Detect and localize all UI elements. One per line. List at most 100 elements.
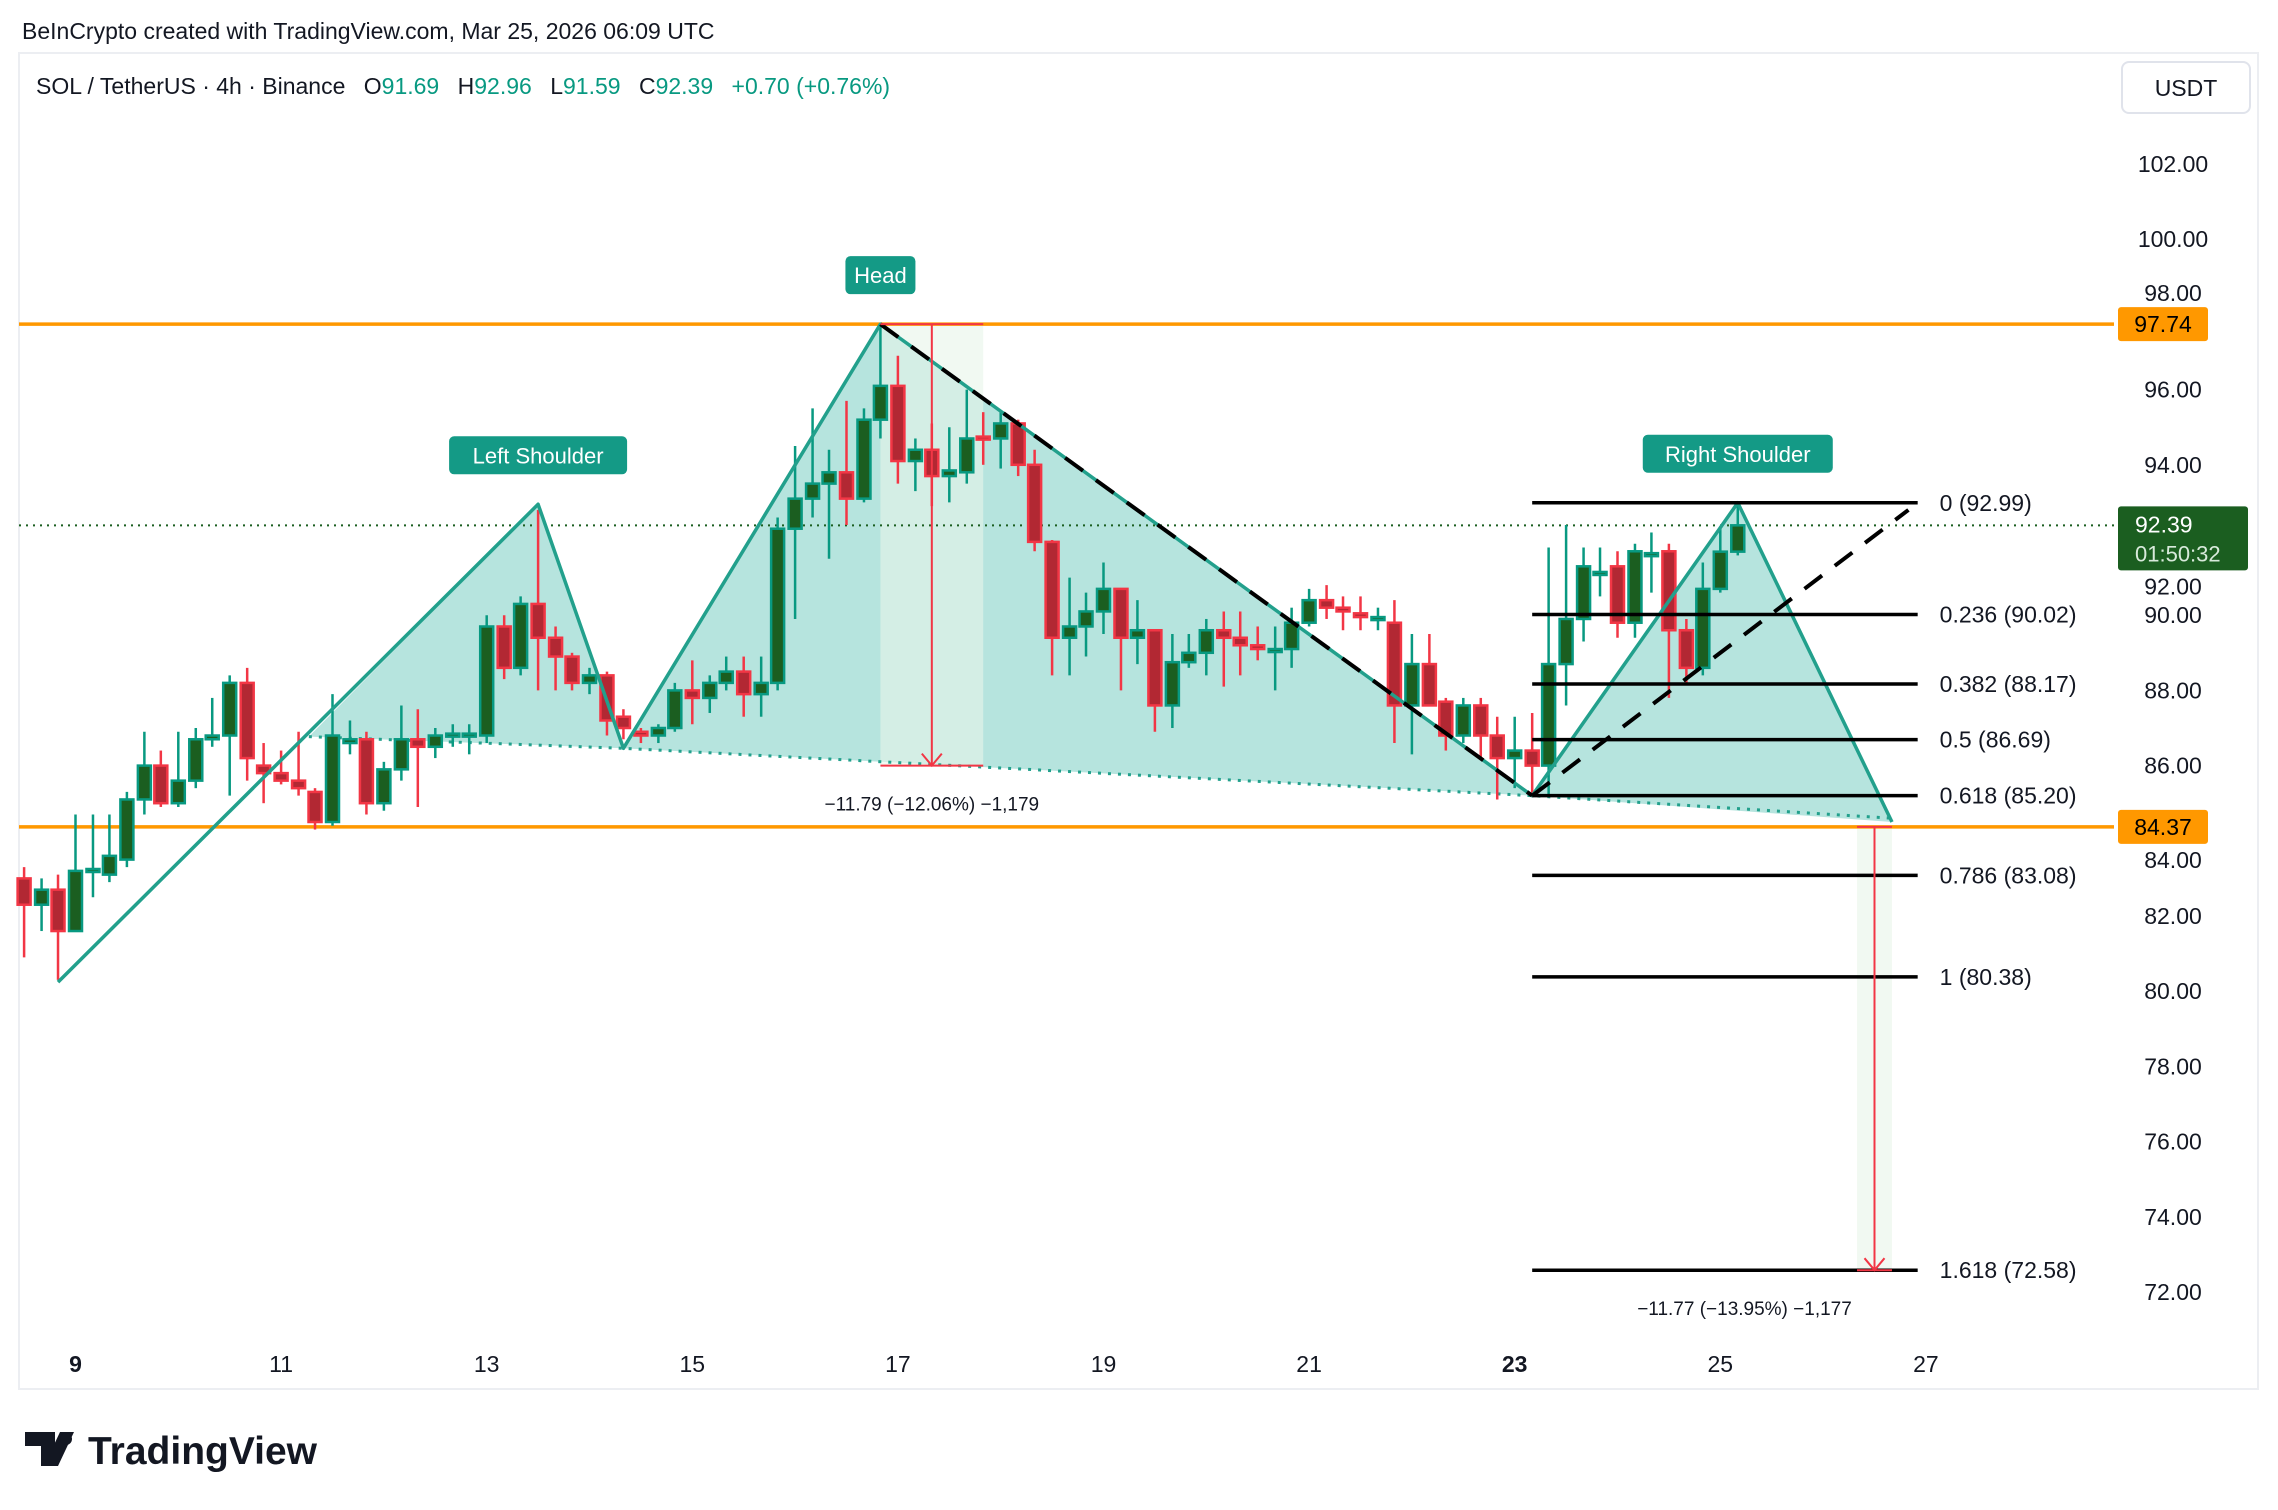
- candle[interactable]: [1592, 547, 1608, 597]
- candle[interactable]: [787, 446, 803, 619]
- candle[interactable]: [838, 400, 855, 525]
- candle[interactable]: [1078, 592, 1094, 657]
- candle[interactable]: [1318, 585, 1335, 619]
- currency-button-label[interactable]: USDT: [2155, 75, 2218, 101]
- candle[interactable]: [804, 408, 821, 518]
- candle[interactable]: [307, 788, 323, 830]
- open-value: 91.69: [382, 73, 440, 99]
- candle[interactable]: [1643, 532, 1660, 593]
- candle[interactable]: [1370, 607, 1386, 631]
- candle[interactable]: [1249, 626, 1266, 661]
- candle[interactable]: [33, 878, 50, 932]
- candle[interactable]: [342, 720, 358, 755]
- candle[interactable]: [461, 724, 477, 755]
- candle[interactable]: [153, 750, 169, 807]
- candle[interactable]: [530, 509, 546, 691]
- candle[interactable]: [119, 791, 135, 868]
- candle[interactable]: [1216, 611, 1232, 687]
- candle[interactable]: [564, 652, 580, 691]
- candle[interactable]: [1164, 634, 1181, 728]
- candle[interactable]: [1473, 697, 1489, 759]
- candle[interactable]: [959, 389, 975, 484]
- candle[interactable]: [1386, 600, 1403, 744]
- candle[interactable]: [16, 867, 32, 958]
- candle[interactable]: [427, 728, 444, 759]
- candle[interactable]: [992, 412, 1009, 469]
- candle[interactable]: [1455, 697, 1472, 744]
- candle[interactable]: [1489, 716, 1505, 800]
- candle[interactable]: [753, 656, 769, 717]
- candle[interactable]: [1044, 540, 1060, 676]
- candle[interactable]: [1609, 551, 1626, 638]
- candle[interactable]: [650, 724, 667, 744]
- candle[interactable]: [1335, 596, 1351, 631]
- candle[interactable]: [221, 675, 238, 796]
- candle[interactable]: [907, 438, 924, 492]
- candle[interactable]: [239, 667, 255, 781]
- candle[interactable]: [1524, 712, 1540, 796]
- currency-button-frame[interactable]: [2121, 61, 2251, 114]
- candle[interactable]: [512, 596, 529, 676]
- candle[interactable]: [1198, 618, 1215, 676]
- candle[interactable]: [1026, 449, 1043, 552]
- candle[interactable]: [478, 615, 495, 744]
- candle[interactable]: [410, 709, 426, 807]
- candle[interactable]: [445, 724, 461, 747]
- candle[interactable]: [1575, 547, 1592, 642]
- candle[interactable]: [85, 814, 101, 898]
- candle[interactable]: [1095, 562, 1112, 634]
- candle[interactable]: [769, 517, 786, 691]
- candle[interactable]: [1678, 618, 1695, 683]
- candle[interactable]: [941, 427, 958, 503]
- candle[interactable]: [581, 667, 598, 695]
- candle[interactable]: [136, 731, 153, 815]
- currency-button[interactable]: USDT: [2121, 61, 2251, 114]
- candle[interactable]: [718, 656, 734, 691]
- candle[interactable]: [735, 656, 752, 717]
- candle[interactable]: [890, 355, 906, 484]
- candle[interactable]: [1181, 634, 1197, 668]
- candle[interactable]: [1113, 587, 1129, 691]
- candle-body: [1113, 587, 1129, 640]
- candle[interactable]: [1283, 607, 1300, 668]
- candle[interactable]: [1301, 588, 1317, 627]
- candle[interactable]: [101, 814, 118, 883]
- candle[interactable]: [67, 814, 84, 933]
- y-axis-tick-label: 82.00: [2144, 903, 2202, 929]
- candle[interactable]: [1730, 503, 1746, 556]
- candle[interactable]: [1352, 596, 1369, 631]
- candle[interactable]: [50, 874, 66, 980]
- candle[interactable]: [615, 709, 632, 740]
- candle[interactable]: [1232, 611, 1248, 676]
- candle[interactable]: [821, 449, 837, 559]
- candle[interactable]: [702, 675, 718, 713]
- candle[interactable]: [1506, 716, 1523, 789]
- candle[interactable]: [1712, 528, 1729, 593]
- candle[interactable]: [496, 615, 512, 680]
- candle[interactable]: [204, 697, 220, 747]
- candle[interactable]: [1129, 600, 1146, 665]
- candle[interactable]: [393, 705, 410, 781]
- candle[interactable]: [1627, 543, 1643, 638]
- candle[interactable]: [324, 694, 341, 826]
- candle[interactable]: [1421, 634, 1438, 707]
- candle[interactable]: [273, 750, 289, 785]
- candle[interactable]: [376, 761, 392, 811]
- candle[interactable]: [856, 408, 872, 503]
- candle[interactable]: [1061, 577, 1078, 676]
- candle[interactable]: [684, 660, 701, 725]
- candle[interactable]: [170, 731, 187, 807]
- candle[interactable]: [1695, 562, 1711, 676]
- candle[interactable]: [547, 626, 564, 691]
- candle[interactable]: [633, 728, 649, 744]
- candle[interactable]: [1404, 634, 1420, 755]
- candle[interactable]: [188, 728, 204, 789]
- candle[interactable]: [1147, 628, 1163, 732]
- candle[interactable]: [1540, 547, 1557, 796]
- candle[interactable]: [975, 412, 991, 465]
- candle[interactable]: [872, 324, 889, 439]
- candle[interactable]: [358, 731, 375, 815]
- candle[interactable]: [667, 682, 683, 732]
- candle[interactable]: [1267, 626, 1283, 691]
